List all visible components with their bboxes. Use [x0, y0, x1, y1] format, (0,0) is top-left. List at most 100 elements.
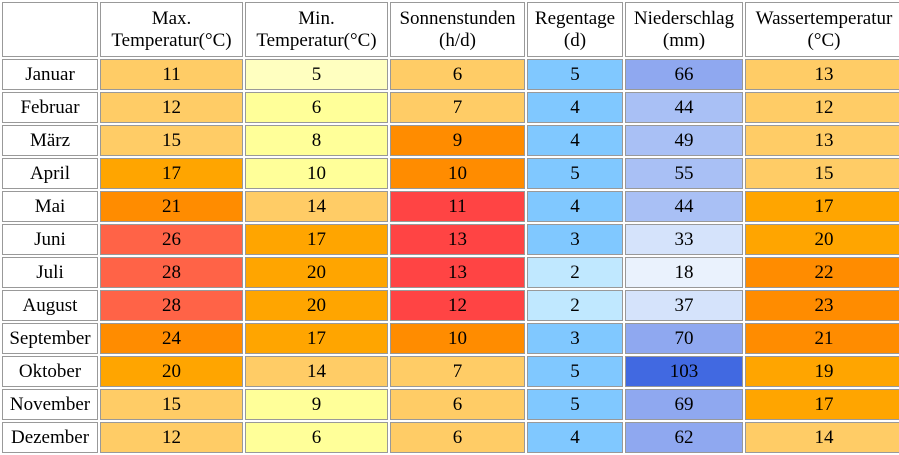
table-row: Dezember 12 6 6 4 62 14	[2, 422, 899, 453]
min-temperature-cell: 10	[245, 158, 388, 189]
header-max-temperature: Max. Temperatur(°C)	[100, 2, 243, 57]
precipitation-cell: 33	[625, 224, 743, 255]
water-temperature-cell: 23	[745, 290, 899, 321]
water-temperature-cell: 17	[745, 389, 899, 420]
min-temperature-cell: 17	[245, 323, 388, 354]
table-row: September 24 17 10 3 70 21	[2, 323, 899, 354]
min-temperature-cell: 6	[245, 92, 388, 123]
precipitation-cell: 70	[625, 323, 743, 354]
month-label: Juni	[2, 224, 98, 255]
sunshine-hours-cell: 9	[390, 125, 525, 156]
water-temperature-cell: 15	[745, 158, 899, 189]
precipitation-cell: 66	[625, 59, 743, 90]
table-row: Januar 11 5 6 5 66 13	[2, 59, 899, 90]
header-precipitation: Niederschlag (mm)	[625, 2, 743, 57]
max-temperature-cell: 21	[100, 191, 243, 222]
water-temperature-cell: 13	[745, 125, 899, 156]
sunshine-hours-cell: 13	[390, 257, 525, 288]
table-row: Mai 21 14 11 4 44 17	[2, 191, 899, 222]
month-label: November	[2, 389, 98, 420]
precipitation-cell: 69	[625, 389, 743, 420]
table-row: Februar 12 6 7 4 44 12	[2, 92, 899, 123]
min-temperature-cell: 20	[245, 257, 388, 288]
month-label: September	[2, 323, 98, 354]
climate-table-body: Januar 11 5 6 5 66 13 Februar 12 6 7 4 44 12 März 15 8 9 4…	[2, 59, 899, 453]
header-sunshine-hours: Sonnenstunden (h/d)	[390, 2, 525, 57]
precipitation-cell: 37	[625, 290, 743, 321]
min-temperature-cell: 9	[245, 389, 388, 420]
table-row: März 15 8 9 4 49 13	[2, 125, 899, 156]
table-row: November 15 9 6 5 69 17	[2, 389, 899, 420]
rain-days-cell: 5	[527, 389, 623, 420]
water-temperature-cell: 22	[745, 257, 899, 288]
max-temperature-cell: 24	[100, 323, 243, 354]
table-row: Oktober 20 14 7 5 103 19	[2, 356, 899, 387]
precipitation-cell: 44	[625, 92, 743, 123]
max-temperature-cell: 15	[100, 125, 243, 156]
corner-cell	[2, 2, 98, 57]
header-row: Max. Temperatur(°C) Min. Temperatur(°C) So…	[2, 2, 899, 57]
month-label: August	[2, 290, 98, 321]
sunshine-hours-cell: 6	[390, 59, 525, 90]
precipitation-cell: 103	[625, 356, 743, 387]
header-rain-days: Regentage (d)	[527, 2, 623, 57]
water-temperature-cell: 19	[745, 356, 899, 387]
month-label: Dezember	[2, 422, 98, 453]
max-temperature-cell: 12	[100, 92, 243, 123]
rain-days-cell: 3	[527, 323, 623, 354]
max-temperature-cell: 17	[100, 158, 243, 189]
month-label: Juli	[2, 257, 98, 288]
month-label: Februar	[2, 92, 98, 123]
month-label: April	[2, 158, 98, 189]
rain-days-cell: 4	[527, 125, 623, 156]
min-temperature-cell: 17	[245, 224, 388, 255]
precipitation-cell: 62	[625, 422, 743, 453]
sunshine-hours-cell: 13	[390, 224, 525, 255]
water-temperature-cell: 14	[745, 422, 899, 453]
precipitation-cell: 55	[625, 158, 743, 189]
month-label: Mai	[2, 191, 98, 222]
sunshine-hours-cell: 7	[390, 92, 525, 123]
precipitation-cell: 18	[625, 257, 743, 288]
table-row: Juni 26 17 13 3 33 20	[2, 224, 899, 255]
min-temperature-cell: 20	[245, 290, 388, 321]
min-temperature-cell: 14	[245, 356, 388, 387]
table-row: August 28 20 12 2 37 23	[2, 290, 899, 321]
min-temperature-cell: 5	[245, 59, 388, 90]
max-temperature-cell: 26	[100, 224, 243, 255]
water-temperature-cell: 20	[745, 224, 899, 255]
header-water-temperature: Wassertemperatur (°C)	[745, 2, 899, 57]
sunshine-hours-cell: 10	[390, 158, 525, 189]
rain-days-cell: 2	[527, 257, 623, 288]
max-temperature-cell: 15	[100, 389, 243, 420]
min-temperature-cell: 6	[245, 422, 388, 453]
max-temperature-cell: 11	[100, 59, 243, 90]
sunshine-hours-cell: 6	[390, 422, 525, 453]
precipitation-cell: 49	[625, 125, 743, 156]
sunshine-hours-cell: 6	[390, 389, 525, 420]
rain-days-cell: 4	[527, 422, 623, 453]
water-temperature-cell: 17	[745, 191, 899, 222]
sunshine-hours-cell: 12	[390, 290, 525, 321]
rain-days-cell: 4	[527, 92, 623, 123]
sunshine-hours-cell: 7	[390, 356, 525, 387]
sunshine-hours-cell: 10	[390, 323, 525, 354]
rain-days-cell: 5	[527, 158, 623, 189]
water-temperature-cell: 21	[745, 323, 899, 354]
water-temperature-cell: 13	[745, 59, 899, 90]
rain-days-cell: 5	[527, 356, 623, 387]
rain-days-cell: 2	[527, 290, 623, 321]
table-row: April 17 10 10 5 55 15	[2, 158, 899, 189]
water-temperature-cell: 12	[745, 92, 899, 123]
min-temperature-cell: 14	[245, 191, 388, 222]
header-min-temperature: Min. Temperatur(°C)	[245, 2, 388, 57]
month-label: Januar	[2, 59, 98, 90]
month-label: März	[2, 125, 98, 156]
max-temperature-cell: 28	[100, 290, 243, 321]
min-temperature-cell: 8	[245, 125, 388, 156]
sunshine-hours-cell: 11	[390, 191, 525, 222]
precipitation-cell: 44	[625, 191, 743, 222]
table-row: Juli 28 20 13 2 18 22	[2, 257, 899, 288]
max-temperature-cell: 12	[100, 422, 243, 453]
